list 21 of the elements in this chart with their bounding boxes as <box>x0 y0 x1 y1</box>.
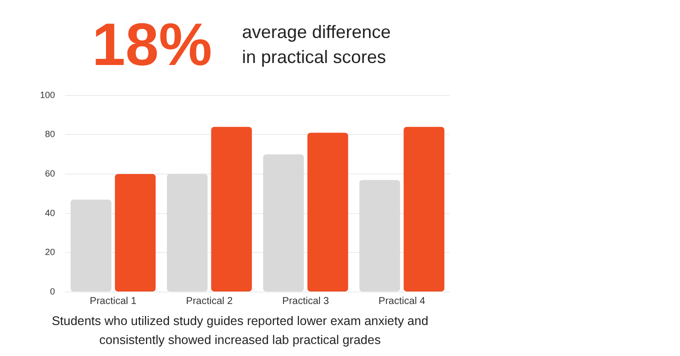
chart-title: 18% <box>92 10 212 80</box>
y-tick-label: 0 <box>50 286 56 296</box>
y-tick-label: 40 <box>45 208 56 218</box>
y-tick-label: 60 <box>45 168 56 179</box>
bar <box>166 174 208 292</box>
bar <box>359 180 400 292</box>
x-tick-label: Practical 1 <box>90 296 137 307</box>
y-tick-label: 100 <box>40 90 56 100</box>
bar <box>307 132 348 292</box>
bar <box>263 154 304 292</box>
text: Students who utilized study guides reported lower exam anxiety and consistently showed increased lab practical grades <box>50 313 430 349</box>
bar <box>404 126 444 292</box>
y-tick-label: 20 <box>45 247 56 258</box>
bar <box>114 174 156 292</box>
y-tick-label: 80 <box>45 129 56 140</box>
x-tick-label: Practical 2 <box>186 296 234 307</box>
bar <box>211 126 252 292</box>
chart-subtitle: average difference in practical scores <box>242 21 391 69</box>
x-tick-label: Practical 3 <box>282 296 330 307</box>
bar <box>70 200 112 292</box>
x-tick-label: Practical 4 <box>378 296 426 307</box>
